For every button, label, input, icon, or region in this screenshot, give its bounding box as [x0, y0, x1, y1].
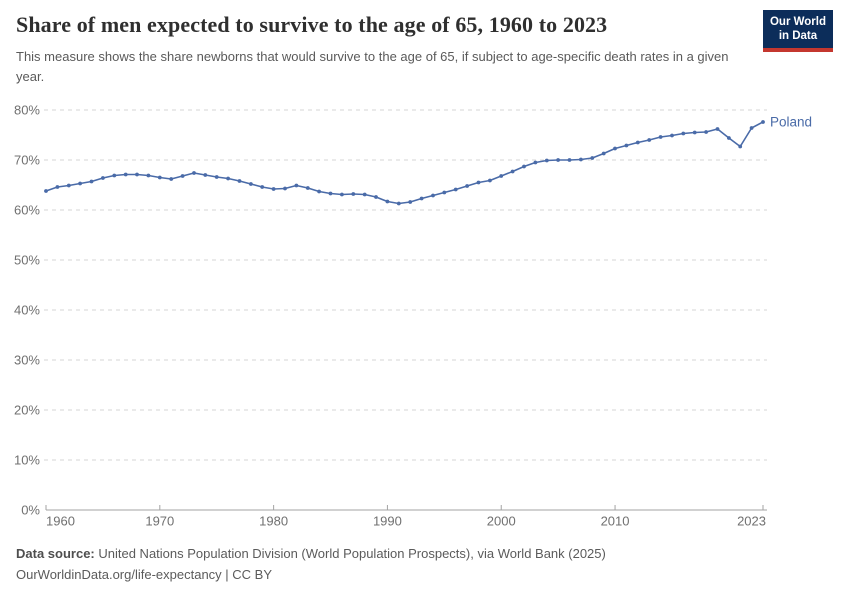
data-point — [749, 126, 754, 130]
data-point — [556, 158, 560, 162]
data-point — [692, 130, 697, 135]
data-point — [66, 183, 71, 188]
data-point — [522, 164, 526, 169]
data-point — [271, 187, 276, 191]
data-point — [294, 183, 299, 188]
data-point — [192, 171, 196, 175]
x-axis-tick-label: 2000 — [487, 514, 516, 529]
data-point — [567, 158, 572, 162]
y-axis-tick-label: 30% — [14, 353, 40, 368]
data-point — [44, 189, 48, 193]
data-point — [396, 201, 401, 206]
data-point — [283, 186, 287, 191]
data-point — [465, 184, 469, 188]
data-point — [579, 157, 583, 162]
data-point — [488, 178, 492, 183]
chart-header: Share of men expected to survive to the … — [16, 12, 756, 86]
y-axis-tick-label: 50% — [14, 253, 40, 268]
data-point — [715, 127, 720, 131]
y-axis-tick-label: 60% — [14, 203, 40, 218]
x-axis-tick-label: 1980 — [259, 514, 288, 529]
y-axis-tick-label: 10% — [14, 453, 40, 468]
license-line: OurWorldinData.org/life-expectancy | CC … — [16, 567, 273, 582]
chart-line — [45, 121, 764, 205]
data-point — [328, 191, 333, 196]
data-point — [169, 177, 174, 181]
data-point — [408, 200, 413, 204]
owid-logo-line1: Our World — [769, 16, 826, 28]
data-point — [624, 143, 629, 148]
data-point — [738, 144, 743, 149]
data-point — [249, 182, 253, 186]
data-point — [510, 169, 515, 174]
data-point — [157, 175, 162, 180]
y-axis-tick-label: 20% — [14, 403, 40, 418]
data-point — [431, 193, 435, 198]
data-point — [305, 186, 310, 190]
entity-label: Poland — [770, 115, 812, 130]
data-point — [146, 173, 151, 178]
data-point — [78, 181, 82, 186]
data-point — [727, 136, 731, 140]
data-point — [670, 133, 674, 138]
x-axis-tick-label: 2010 — [601, 514, 630, 529]
data-point — [476, 180, 481, 185]
chart-footer: Data source: United Nations Population D… — [16, 543, 606, 585]
data-source-text: United Nations Population Division (Worl… — [94, 546, 606, 561]
y-axis-tick-label: 40% — [14, 303, 40, 318]
x-axis-tick-label: 1990 — [373, 514, 402, 529]
y-axis-tick-label: 80% — [14, 103, 40, 118]
data-point — [226, 176, 231, 181]
data-point — [613, 146, 617, 151]
data-point — [442, 190, 447, 195]
data-point — [453, 187, 458, 192]
data-point — [704, 130, 708, 134]
data-point — [112, 173, 117, 178]
data-point — [533, 160, 538, 165]
y-axis-tick-label: 70% — [14, 153, 40, 168]
data-point — [123, 172, 128, 177]
data-source-label: Data source: — [16, 546, 95, 561]
data-point — [499, 174, 504, 178]
data-point — [101, 176, 105, 180]
data-point — [681, 131, 686, 136]
data-point — [419, 196, 424, 201]
line-chart: 0% 10% 20% 30% 40% 50% 60% 70% 80% 1960 1970 1980 19… — [14, 103, 812, 529]
data-point — [214, 175, 219, 179]
x-axis-tick-label: 1970 — [145, 514, 174, 529]
data-point — [317, 189, 321, 194]
data-point — [55, 185, 60, 189]
x-axis-tick-label: 2023 — [737, 514, 766, 529]
page-title: Share of men expected to survive to the … — [16, 12, 608, 37]
data-point — [374, 195, 378, 199]
data-point — [180, 174, 185, 178]
data-point — [647, 138, 652, 142]
data-point — [761, 120, 765, 124]
data-point — [89, 179, 94, 184]
y-axis-tick-label: 0% — [21, 503, 40, 518]
data-source-line: Data source: United Nations Population D… — [16, 543, 606, 564]
x-axis-tick-label: 1960 — [46, 514, 75, 529]
data-point — [351, 192, 356, 196]
data-point — [635, 140, 640, 145]
data-point — [135, 172, 139, 177]
chart-subtitle: This measure shows the share newborns th… — [16, 49, 729, 84]
data-point — [340, 192, 344, 197]
owid-logo-line2: in Data — [778, 29, 818, 42]
data-point — [385, 199, 390, 204]
data-point — [260, 185, 265, 189]
data-point — [590, 156, 595, 160]
data-point — [237, 179, 242, 183]
data-point — [544, 158, 549, 163]
data-point — [658, 135, 663, 139]
data-point — [203, 173, 208, 177]
data-point — [601, 151, 606, 156]
data-point — [362, 192, 367, 197]
owid-logo: Our World in Data — [762, 10, 833, 52]
